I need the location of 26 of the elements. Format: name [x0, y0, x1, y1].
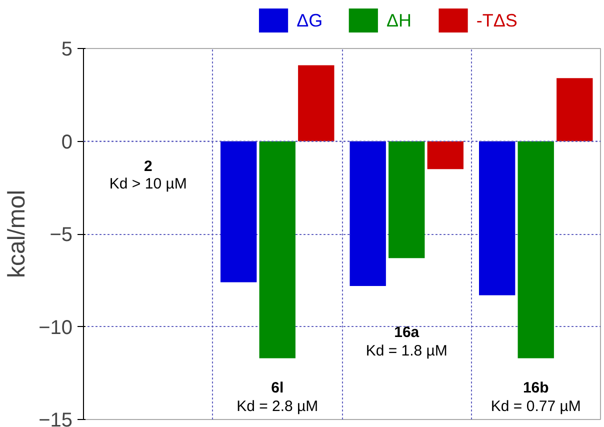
x-tick-label: 16b: [522, 379, 549, 396]
annotation: Kd = 0.77 µM: [490, 398, 581, 416]
x-tick-label: 16a: [394, 324, 420, 341]
bar: [220, 141, 257, 282]
bar: [298, 65, 334, 142]
y-tick-label: 5: [61, 38, 72, 60]
bar: [479, 141, 516, 296]
annotation: Kd = 2.8 µM: [236, 398, 318, 416]
bar: [518, 141, 554, 358]
y-tick-label: −10: [38, 316, 73, 339]
y-tick-label: −15: [38, 410, 73, 427]
y-tick-label: 0: [61, 131, 72, 154]
annotation: Kd > 10 µM: [109, 175, 187, 192]
bar: [350, 141, 386, 286]
bar: [388, 141, 425, 258]
x-tick-label: 6l: [271, 379, 284, 396]
y-axis-title: kcal/mol: [4, 190, 31, 278]
bar: [556, 78, 593, 142]
legend-label: ΔG: [296, 10, 323, 30]
y-tick-label: −5: [50, 224, 73, 246]
x-tick-label: 2: [144, 158, 152, 175]
bar: [259, 141, 296, 358]
annotation: Kd = 1.8 µM: [366, 342, 448, 360]
bar: [427, 141, 464, 170]
legend-label: ΔH: [386, 10, 412, 30]
legend-label: -TΔS: [476, 10, 518, 30]
